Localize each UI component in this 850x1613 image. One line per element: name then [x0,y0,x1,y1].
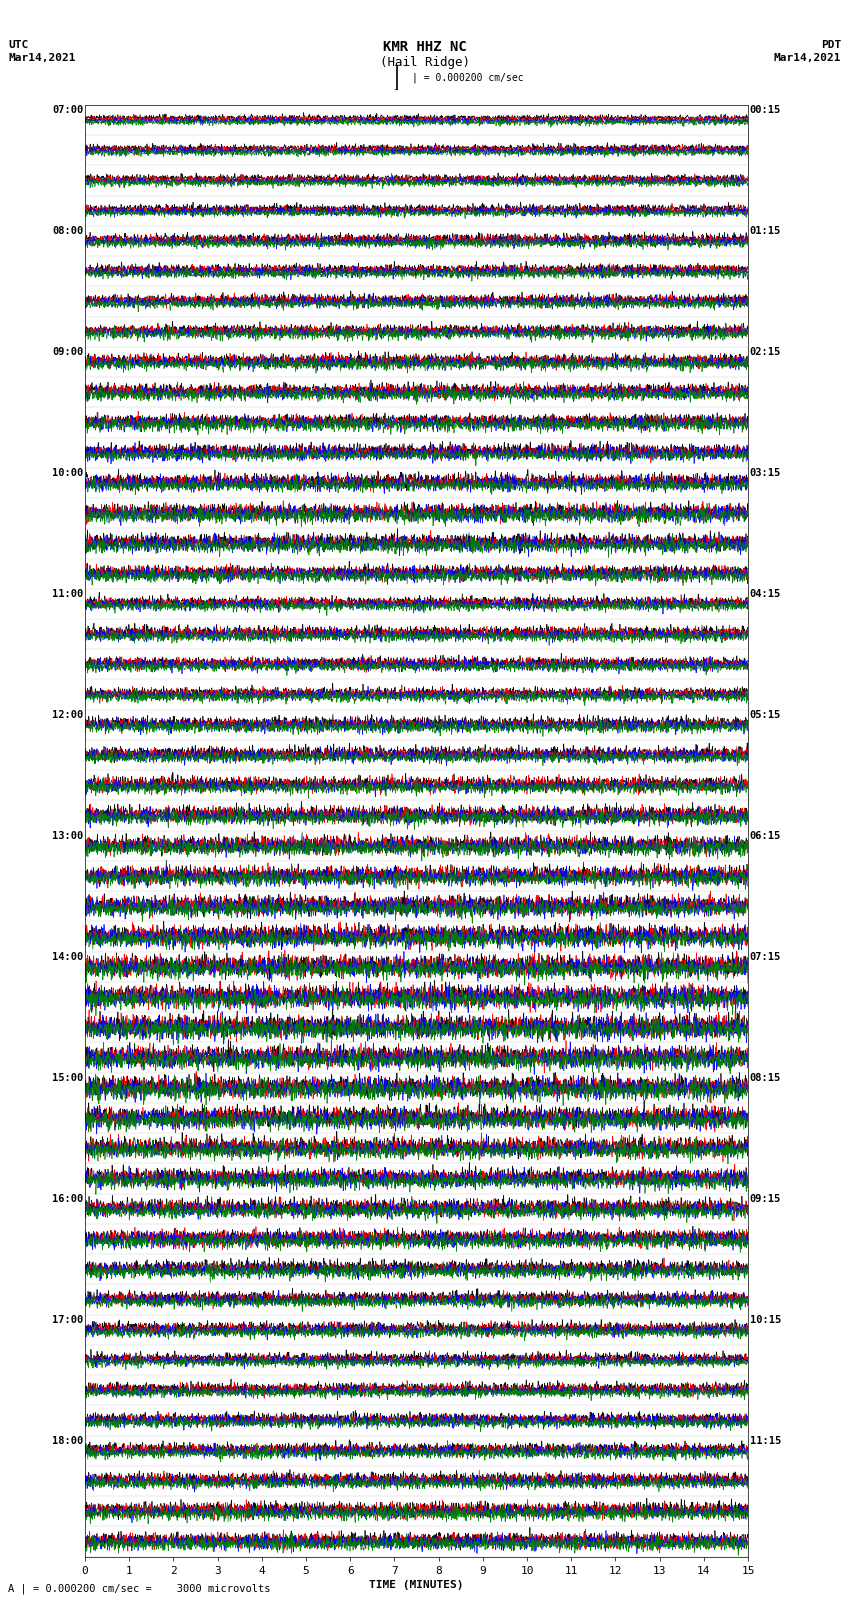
Text: (Hail Ridge): (Hail Ridge) [380,56,470,69]
Text: A | = 0.000200 cm/sec =    3000 microvolts: A | = 0.000200 cm/sec = 3000 microvolts [8,1582,271,1594]
Text: 08:15: 08:15 [750,1073,781,1082]
Text: 03:15: 03:15 [750,468,781,477]
Text: 02:15: 02:15 [750,347,781,356]
Text: UTC: UTC [8,40,29,50]
Text: 12:00: 12:00 [52,710,83,719]
Text: | = 0.000200 cm/sec: | = 0.000200 cm/sec [412,73,524,82]
Text: 05:15: 05:15 [750,710,781,719]
X-axis label: TIME (MINUTES): TIME (MINUTES) [369,1579,464,1590]
Text: 01:15: 01:15 [750,226,781,235]
Text: 07:15: 07:15 [750,952,781,961]
Text: 04:15: 04:15 [750,589,781,598]
Text: 17:00: 17:00 [52,1315,83,1324]
Text: KMR HHZ NC: KMR HHZ NC [383,40,467,55]
Text: 10:15: 10:15 [750,1315,781,1324]
Text: 13:00: 13:00 [52,831,83,840]
Text: 10:00: 10:00 [52,468,83,477]
Text: 09:15: 09:15 [750,1194,781,1203]
Text: 16:00: 16:00 [52,1194,83,1203]
Text: 07:00: 07:00 [52,105,83,115]
Text: 11:15: 11:15 [750,1436,781,1445]
Text: 06:15: 06:15 [750,831,781,840]
Text: 00:15: 00:15 [750,105,781,115]
Text: Mar14,2021: Mar14,2021 [774,53,842,63]
Text: 11:00: 11:00 [52,589,83,598]
Text: 08:00: 08:00 [52,226,83,235]
Text: 15:00: 15:00 [52,1073,83,1082]
Text: 14:00: 14:00 [52,952,83,961]
Text: Mar14,2021: Mar14,2021 [8,53,76,63]
Text: PDT: PDT [821,40,842,50]
Text: 09:00: 09:00 [52,347,83,356]
Text: 18:00: 18:00 [52,1436,83,1445]
